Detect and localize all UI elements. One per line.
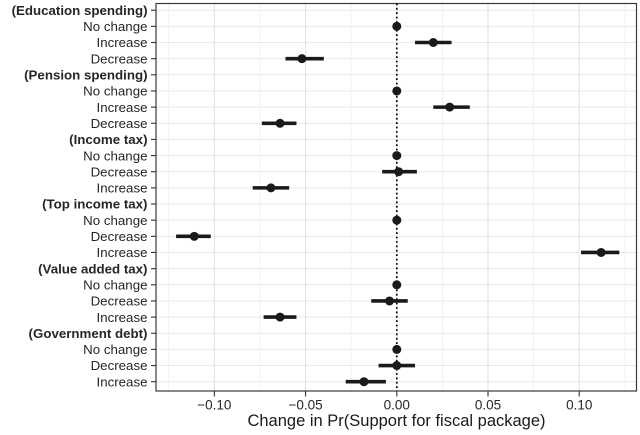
y-axis-label: No change <box>83 148 147 163</box>
point-estimate <box>297 54 307 64</box>
y-axis-label: Increase <box>97 181 148 196</box>
y-axis-label: Decrease <box>91 294 148 309</box>
y-axis-label: Decrease <box>91 229 148 244</box>
point-estimate <box>428 38 438 48</box>
y-axis-label: No change <box>83 277 147 292</box>
point-estimate <box>275 312 285 322</box>
y-axis-label: Decrease <box>91 116 148 131</box>
y-axis-label: Increase <box>97 35 148 50</box>
point-estimate <box>392 280 402 290</box>
y-axis-label: (Value added tax) <box>38 261 147 276</box>
x-tick-label: 0.05 <box>475 398 501 413</box>
point-estimate <box>392 344 402 354</box>
y-axis-label: (Top income tax) <box>42 197 147 212</box>
point-estimate <box>445 102 455 112</box>
point-estimate <box>392 215 402 225</box>
y-axis-label: (Income tax) <box>69 132 147 147</box>
point-estimate <box>596 247 606 257</box>
y-axis-label: Increase <box>97 245 148 260</box>
x-axis-title: Change in Pr(Support for fiscal package) <box>247 412 546 430</box>
point-estimate <box>266 183 276 193</box>
point-estimate <box>189 231 199 241</box>
x-tick-label: 0.10 <box>566 398 592 413</box>
y-axis-label: (Government debt) <box>29 326 148 341</box>
y-axis-label: Increase <box>97 100 148 115</box>
x-tick-label: −0.10 <box>197 398 231 413</box>
point-estimate <box>392 21 402 31</box>
point-estimate <box>385 296 395 306</box>
y-axis-label: Increase <box>97 374 148 389</box>
point-estimate <box>359 377 369 387</box>
y-axis-label: Decrease <box>91 358 148 373</box>
x-tick-label: −0.05 <box>289 398 323 413</box>
point-estimate <box>392 151 402 161</box>
point-estimate <box>394 167 404 177</box>
point-estimate <box>275 118 285 128</box>
y-axis-label: No change <box>83 84 147 99</box>
y-axis-label: (Education spending) <box>12 3 148 18</box>
y-axis-label: Increase <box>97 310 148 325</box>
y-axis-label: Decrease <box>91 51 148 66</box>
x-tick-label: 0.00 <box>384 398 410 413</box>
y-axis-label: No change <box>83 19 147 34</box>
y-axis-label: (Pension spending) <box>24 68 147 83</box>
y-axis-label: No change <box>83 342 147 357</box>
point-estimate <box>392 361 402 371</box>
point-estimate <box>392 86 402 96</box>
y-axis-label: No change <box>83 213 147 228</box>
y-axis-label: Decrease <box>91 164 148 179</box>
